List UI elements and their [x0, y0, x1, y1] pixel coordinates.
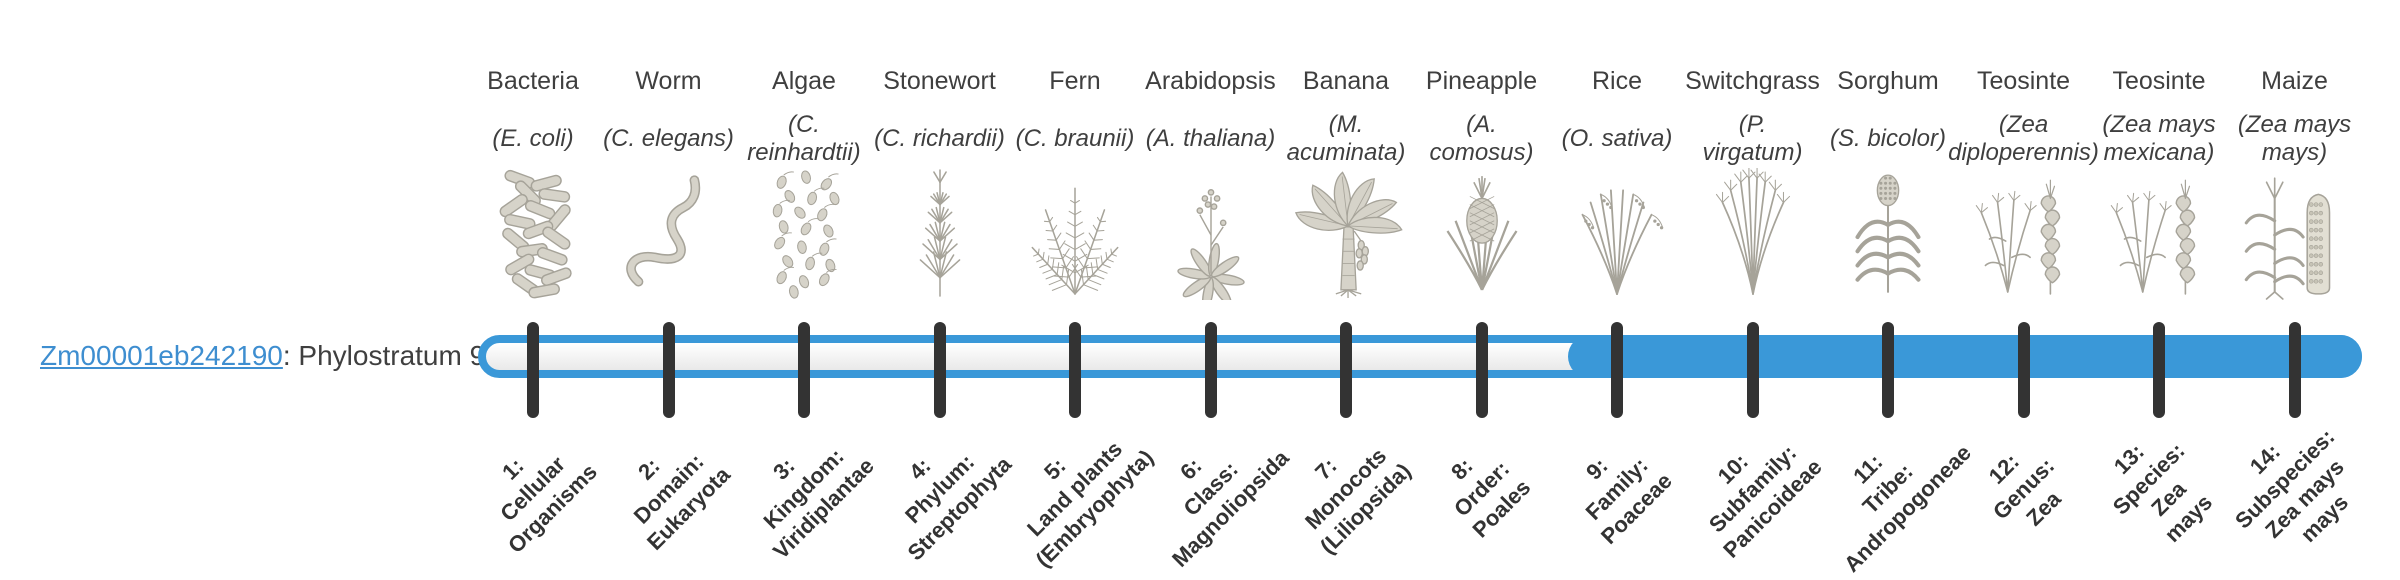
pineapple-icon — [1417, 168, 1547, 300]
stratum-axis-label-6: 6: Class: Magnoliopsida — [1166, 445, 1294, 572]
organism-column: Sorghum (S. bicolor) — [1803, 66, 1973, 168]
organism-common-name: Stonewort — [883, 67, 996, 95]
arabidopsis-icon — [1146, 168, 1276, 311]
stratum-axis-label-8: 8: Order: Poales — [1445, 453, 1535, 543]
organism-common-name: Fern — [1049, 67, 1101, 95]
stratum-axis-label-9: 9: Family: Poaceae — [1580, 452, 1677, 549]
stratum-axis-label-1: 1: Cellular Organisms — [495, 451, 602, 558]
stratum-tick-5 — [1069, 322, 1081, 418]
stratum-tick-9 — [1611, 322, 1623, 418]
organism-common-name: Worm — [635, 67, 702, 95]
organism-common-name: Sorghum — [1837, 67, 1939, 95]
organism-species: (C. reinhardtii) — [747, 111, 861, 166]
organism-species: (A. thaliana) — [1145, 125, 1276, 152]
organism-species: (C. elegans) — [603, 125, 734, 152]
stratum-axis-label-11: 11: Tribe: Andropogoneae — [1838, 439, 1976, 577]
organism-column: Bacteria (E. coli) — [448, 66, 618, 168]
organism-common-name: Banana — [1302, 67, 1390, 95]
stratum-tick-14 — [2288, 322, 2301, 418]
organism-column: Worm (C. elegans) — [584, 66, 754, 168]
organism-species: (C. braunii) — [1015, 125, 1135, 152]
stratum-axis-label-7: 7: Monocots (Liliopsida) — [1300, 443, 1416, 559]
teosinte-icon — [1959, 168, 2089, 300]
organism-column: Stonewort (C. richardii) — [855, 66, 1025, 168]
stratum-axis-label-4: 4: Phylum: Streptophyta — [899, 449, 1016, 566]
stratum-tick-4 — [933, 322, 946, 418]
gene-label: Zm00001eb242190: Phylostratum 9 — [40, 340, 485, 372]
maize-icon — [2230, 168, 2360, 300]
stratum-tick-6 — [1204, 322, 1217, 418]
organism-column: Fern (C. braunii) — [990, 66, 1160, 168]
organism-column: Banana (M. acuminata) — [1261, 66, 1431, 168]
stratum-axis-label-12: 12: Genus: Zea — [1983, 448, 2066, 531]
stratum-axis-label-5: 5: Land plants (Embryophyta) — [1022, 436, 1159, 573]
organism-common-name: Algae — [772, 67, 836, 95]
organism-column: Maize (Zea mays mays) — [2210, 66, 2380, 168]
organism-common-name: Bacteria — [487, 67, 579, 95]
organism-column: Switchgrass (P. virgatum) — [1668, 66, 1838, 168]
organism-column: Teosinte (Zea diploperennis) — [1939, 66, 2109, 168]
organism-column: Teosinte (Zea mays mexicana) — [2074, 66, 2244, 168]
phylostratum-text: : Phylostratum 9 — [282, 340, 486, 371]
banana-icon — [1281, 168, 1411, 300]
stratum-tick-7 — [1340, 322, 1352, 418]
stratum-tick-11 — [1882, 322, 1894, 418]
organism-common-name: Switchgrass — [1685, 67, 1820, 95]
organism-species: (M. acuminata) — [1286, 111, 1406, 166]
switchgrass-icon — [1688, 167, 1818, 300]
teosinte-icon — [2094, 168, 2224, 300]
organism-common-name: Pineapple — [1425, 67, 1538, 95]
stratum-tick-1 — [527, 322, 539, 418]
organism-common-name: Rice — [1591, 67, 1642, 95]
organism-common-name: Teosinte — [2112, 67, 2206, 95]
stratum-tick-13 — [2153, 322, 2165, 418]
organism-column: Arabidopsis (A. thaliana) — [1126, 66, 1296, 168]
stratum-tick-12 — [2017, 322, 2030, 418]
algae-icon — [739, 168, 869, 300]
stratum-axis-label-2: 2: Domain: Eukaryota — [628, 448, 735, 555]
phylostratum-fill — [1568, 335, 2362, 378]
stratum-axis-label-3: 3: Kingdom: Viridiplantae — [758, 443, 879, 564]
organism-common-name: Maize — [2261, 67, 2328, 95]
organism-species: (E. coli) — [492, 125, 574, 152]
sorghum-icon — [1823, 168, 1953, 300]
organism-species: (Zea mays mays) — [2237, 111, 2352, 166]
stonewort-icon — [875, 168, 1005, 300]
rice-icon — [1552, 168, 1682, 300]
worm-icon — [604, 168, 734, 300]
organism-species: (A. comosus) — [1429, 111, 1534, 166]
stratum-tick-10 — [1746, 322, 1759, 418]
organism-column: Algae (C. reinhardtii) — [719, 66, 889, 168]
fern-icon — [1010, 168, 1140, 300]
organism-species: (O. sativa) — [1561, 125, 1673, 152]
organism-species: (Zea mays mexicana) — [2102, 111, 2216, 166]
organism-common-name: Arabidopsis — [1145, 67, 1276, 95]
organism-column: Pineapple (A. comosus) — [1397, 66, 1567, 168]
organism-common-name: Teosinte — [1976, 67, 2071, 95]
stratum-tick-2 — [662, 322, 675, 418]
stratum-tick-8 — [1475, 322, 1488, 418]
organism-species: (S. bicolor) — [1829, 125, 1947, 152]
organism-species: (C. richardii) — [874, 125, 1005, 152]
stratum-tick-3 — [798, 322, 810, 418]
stratum-axis-label-10: 10: Subfamily: Panicoideae — [1703, 440, 1827, 563]
organism-species: (Zea diploperennis) — [1948, 111, 2099, 166]
stratum-axis-label-14: 14: Subspecies: Zea mays mays — [2229, 424, 2353, 548]
stratum-axis-label-13: 13: Species: Zea mays — [2107, 437, 2218, 548]
organism-column: Rice (O. sativa) — [1532, 66, 1702, 168]
organism-species: (P. virgatum) — [1702, 111, 1803, 166]
gene-link[interactable]: Zm00001eb242190 — [40, 340, 283, 371]
bacteria-icon — [468, 168, 598, 300]
